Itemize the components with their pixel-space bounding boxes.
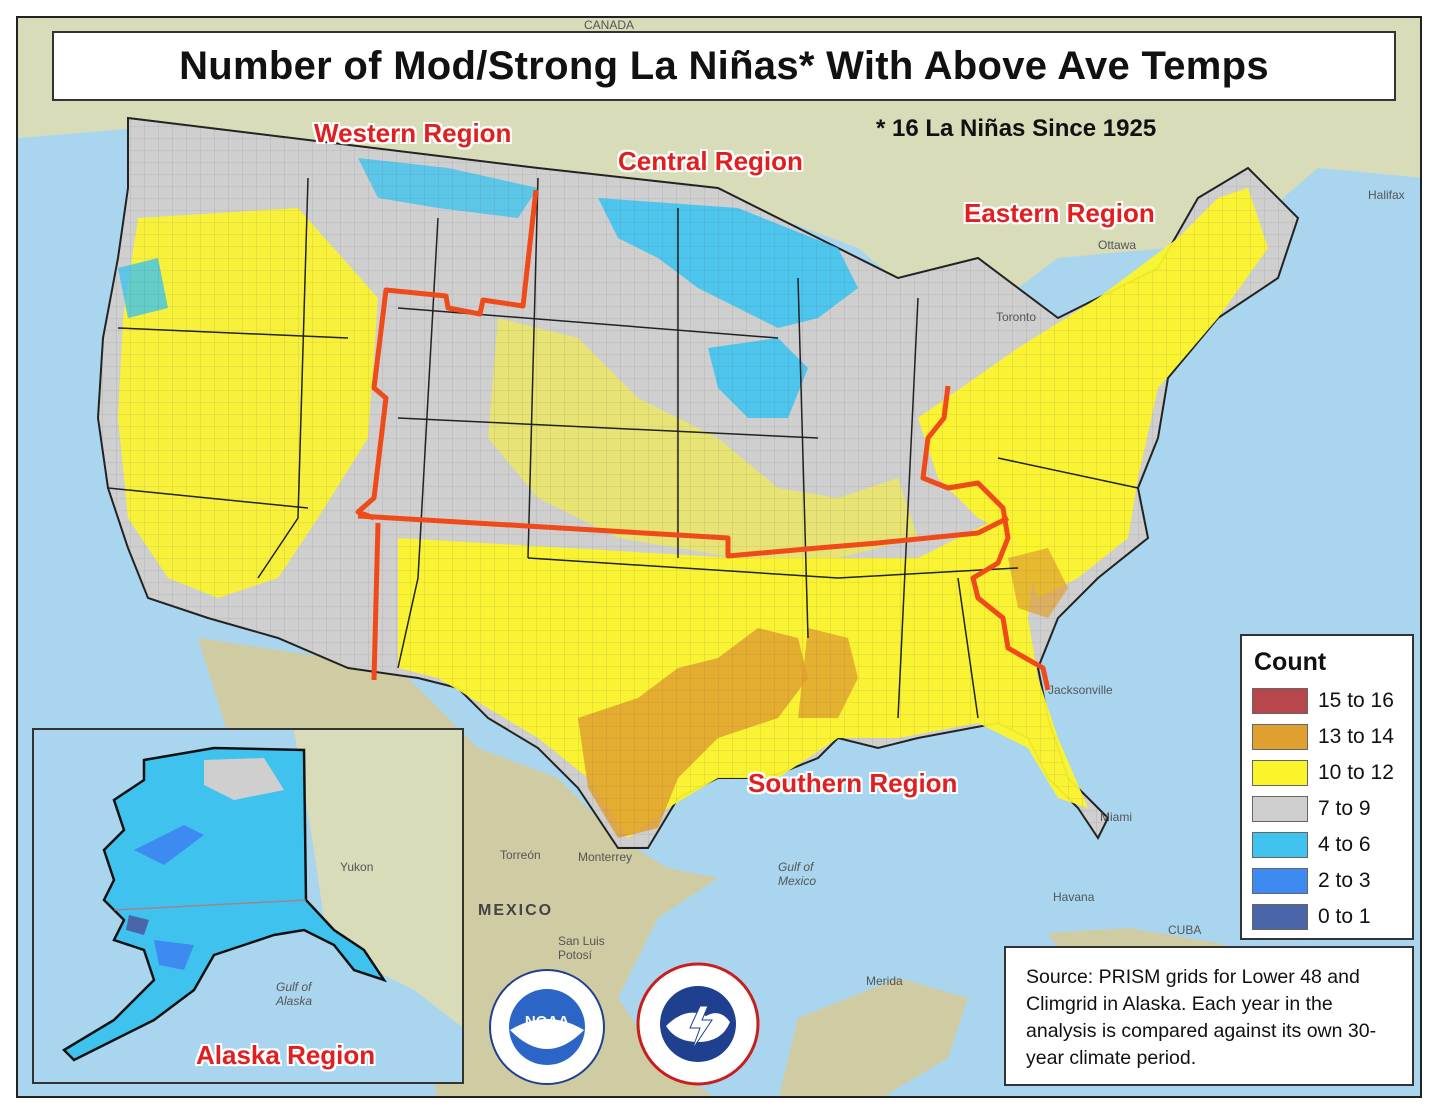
label-torreon: Torreón bbox=[500, 848, 541, 862]
alaska-dark-2 bbox=[154, 940, 194, 970]
nws-logo bbox=[636, 962, 760, 1086]
label-miami: Miami bbox=[1100, 810, 1132, 824]
label-yukon: Yukon bbox=[340, 860, 374, 874]
legend-swatch bbox=[1252, 868, 1308, 894]
source-box: Source: PRISM grids for Lower 48 and Cli… bbox=[1004, 946, 1414, 1086]
title-box: Number of Mod/Strong La Niñas* With Abov… bbox=[52, 31, 1396, 101]
yucatan-land bbox=[778, 978, 968, 1096]
alaska-dark-1 bbox=[134, 825, 204, 865]
label-jacksonville: Jacksonville bbox=[1048, 683, 1113, 697]
legend: Count 15 to 16 13 to 14 10 to 12 7 to 9 … bbox=[1240, 634, 1414, 940]
legend-swatch bbox=[1252, 904, 1308, 930]
map-title: Number of Mod/Strong La Niñas* With Abov… bbox=[179, 43, 1269, 88]
label-cuba: CUBA bbox=[1168, 923, 1202, 937]
alaska-dark-3 bbox=[126, 915, 149, 935]
state-lines bbox=[107, 177, 1139, 719]
label-gulf: Gulf of Mexico bbox=[778, 860, 817, 888]
alaska-inset bbox=[32, 728, 464, 1084]
label-san-luis: San Luis Potosí bbox=[558, 934, 605, 962]
legend-title: Count bbox=[1254, 648, 1327, 676]
legend-label: 0 to 1 bbox=[1318, 905, 1371, 928]
legend-label: 2 to 3 bbox=[1318, 869, 1371, 892]
region-label-western: Western Region bbox=[314, 118, 512, 148]
label-halifax: Halifax bbox=[1368, 188, 1405, 202]
label-toronto: Toronto bbox=[996, 310, 1037, 324]
legend-swatch bbox=[1252, 688, 1308, 714]
legend-label: 10 to 12 bbox=[1318, 761, 1394, 784]
label-gulf-alaska: Gulf of Alaska bbox=[276, 980, 313, 1008]
legend-swatch bbox=[1252, 832, 1308, 858]
region-label-southern: Southern Region bbox=[748, 768, 958, 798]
conus-map bbox=[18, 18, 1420, 1096]
label-mexico: MEXICO bbox=[478, 902, 554, 919]
label-canada: CANADA bbox=[584, 18, 635, 32]
legend-label: 15 to 16 bbox=[1318, 689, 1394, 712]
legend-label: 7 to 9 bbox=[1318, 797, 1371, 820]
noaa-text: NOAA bbox=[525, 1013, 569, 1030]
label-havana: Havana bbox=[1053, 890, 1095, 904]
region-label-alaska: Alaska Region bbox=[196, 1040, 376, 1070]
noaa-logo: NOAA bbox=[488, 968, 606, 1086]
legend-swatch bbox=[1252, 724, 1308, 750]
map-frame: MEXICO Gulf of Mexico CUBA Havana Monter… bbox=[16, 16, 1422, 1098]
label-ottawa: Ottawa bbox=[1098, 238, 1137, 252]
legend-swatch bbox=[1252, 760, 1308, 786]
legend-label: 13 to 14 bbox=[1318, 725, 1394, 748]
region-boundaries bbox=[355, 189, 1051, 691]
region-label-eastern: Eastern Region bbox=[964, 198, 1155, 228]
legend-swatch bbox=[1252, 796, 1308, 822]
footnote: * 16 La Niñas Since 1925 bbox=[876, 115, 1157, 142]
region-label-central: Central Region bbox=[618, 146, 803, 176]
label-merida: Merida bbox=[866, 974, 903, 988]
alaska-map bbox=[61, 730, 462, 1062]
source-text: Source: PRISM grids for Lower 48 and Cli… bbox=[1026, 966, 1377, 1069]
legend-label: 4 to 6 bbox=[1318, 833, 1371, 856]
label-monterrey: Monterrey bbox=[578, 850, 633, 864]
alaska-gray bbox=[204, 758, 284, 800]
